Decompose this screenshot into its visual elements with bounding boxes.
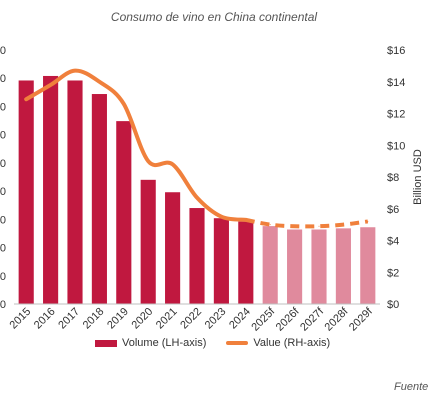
x-tick-label: 2026f: [274, 305, 303, 334]
value-point: [220, 216, 222, 218]
y-axis-title-right: Billion USD: [412, 149, 424, 205]
x-tick-label: 2017: [56, 306, 82, 332]
value-point: [74, 70, 76, 72]
y-tick-left: 0: [0, 130, 6, 142]
x-tick-label: 2020: [130, 306, 156, 332]
y-tick-right: $10: [387, 140, 405, 152]
y-tick-left: 0: [0, 214, 6, 226]
bar-volume: [165, 192, 181, 304]
value-point: [245, 219, 247, 221]
bar-volume: [262, 226, 278, 304]
x-tick-label: 2021: [154, 306, 180, 332]
x-tick-label: 2028f: [323, 305, 352, 334]
value-line-group: [24, 68, 369, 229]
value-point: [172, 163, 174, 165]
y-tick-right: $2: [387, 267, 399, 279]
value-point: [196, 197, 198, 199]
y-tick-left: 0: [0, 73, 6, 85]
x-tick-label: 2023: [203, 306, 229, 332]
legend-swatch-volume: [95, 339, 117, 347]
bar-volume: [311, 229, 327, 304]
y-tick-right: $6: [387, 204, 399, 216]
chart-title: Consumo de vino en China continental: [110, 10, 318, 24]
value-point: [50, 84, 52, 86]
bars: [18, 75, 376, 305]
value-point: [123, 103, 125, 105]
x-tick-label: 2027f: [298, 305, 327, 334]
x-tick-label: 2018: [81, 306, 107, 332]
x-tick-label: 2024: [227, 306, 253, 332]
bar-volume: [335, 228, 351, 304]
value-line-forecast: [245, 217, 369, 229]
bar-volume: [213, 218, 229, 304]
left-axis-ticks: 0 0 0 0 0 0 0 0 0 0: [0, 45, 6, 311]
x-tick-label: 2015: [8, 306, 34, 332]
bar-volume: [287, 229, 303, 304]
x-tick-label: 2025f: [249, 305, 278, 334]
legend-item-value: Value (RH-axis): [226, 337, 330, 349]
value-point: [25, 98, 27, 100]
value-point: [318, 225, 320, 227]
y-tick-left: 0: [0, 243, 6, 255]
y-tick-left: 0: [0, 186, 6, 198]
legend-swatch-value: [226, 341, 249, 345]
x-tick-label: 2016: [32, 306, 58, 332]
y-tick-left: 0: [0, 271, 6, 283]
y-tick-right: $12: [387, 109, 405, 121]
value-point: [147, 160, 149, 162]
y-tick-right: $8: [387, 172, 399, 184]
value-point: [367, 220, 369, 222]
bar-volume: [189, 208, 205, 304]
bar-volume: [116, 121, 132, 305]
x-axis-ticks: 2015201620172018201920202021202220232024…: [8, 305, 376, 334]
y-tick-right: $4: [387, 236, 399, 248]
x-tick-label: 2029f: [347, 305, 376, 334]
value-point: [342, 224, 344, 226]
y-tick-right: $14: [387, 77, 405, 89]
value-point: [269, 224, 271, 226]
bar-volume: [18, 80, 34, 304]
bar-volume: [360, 227, 376, 304]
y-tick-left: 0: [0, 158, 6, 170]
legend-label-volume: Volume (LH-axis): [122, 337, 207, 349]
y-tick-left: 0: [0, 101, 6, 113]
bar-volume: [67, 80, 83, 304]
source-label: Fuente: [394, 381, 428, 393]
y-tick-left: 0: [0, 299, 6, 311]
bar-volume: [43, 75, 59, 304]
legend-item-volume: Volume (LH-axis): [95, 337, 206, 349]
value-line-actual: [24, 68, 248, 222]
bar-volume: [140, 179, 156, 304]
y-tick-right: $0: [387, 299, 399, 311]
x-tick-label: 2019: [105, 306, 131, 332]
y-tick-left: 0: [0, 45, 6, 57]
value-point: [294, 225, 296, 227]
right-axis-ticks: $0 $2 $4 $6 $8 $10 $12 $14 $16: [387, 45, 405, 311]
bar-volume: [91, 94, 107, 304]
value-point: [98, 81, 100, 83]
bar-volume: [238, 221, 254, 304]
y-tick-right: $16: [387, 45, 405, 57]
legend: Volume (LH-axis) Value (RH-axis): [95, 337, 330, 349]
x-tick-label: 2022: [178, 306, 204, 332]
legend-label-value: Value (RH-axis): [253, 337, 331, 349]
